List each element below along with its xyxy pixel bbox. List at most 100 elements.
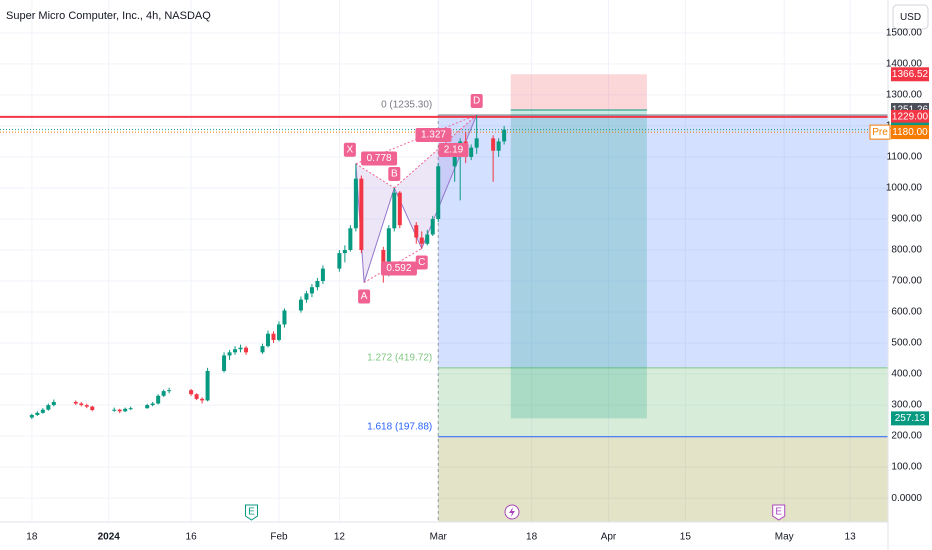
candle-body xyxy=(227,352,232,356)
x-tick-label: 2024 xyxy=(98,532,121,543)
candle-body xyxy=(469,147,474,157)
candle-body xyxy=(205,370,210,401)
ratio-label: 0.778 xyxy=(367,153,392,164)
candle-body xyxy=(244,347,249,353)
price-label: 1366.52 xyxy=(892,69,929,80)
candle-body xyxy=(238,347,243,350)
candle-body xyxy=(73,401,78,404)
y-tick-label: 200.00 xyxy=(891,431,922,442)
fib-zone xyxy=(438,114,888,368)
chart-title: Super Micro Computer, Inc., 4h, NASDAQ xyxy=(6,10,211,22)
candle-body xyxy=(276,324,281,340)
y-tick-label: 400.00 xyxy=(891,369,922,380)
candle-body xyxy=(309,287,314,294)
candle-body xyxy=(233,349,238,353)
x-tick-label: May xyxy=(775,532,794,543)
fib-label: 0 (1235.30) xyxy=(381,100,432,111)
candle-body xyxy=(90,406,95,411)
candle-body xyxy=(150,403,155,406)
candle-body xyxy=(117,409,122,412)
x-tick-label: Apr xyxy=(601,532,617,543)
candle-body xyxy=(320,268,325,282)
y-tick-label: 1000.00 xyxy=(886,183,923,194)
candle-body xyxy=(419,237,424,244)
candle-body xyxy=(348,228,353,250)
candle-body xyxy=(112,409,117,411)
candle-body xyxy=(337,253,342,269)
price-label-box xyxy=(891,411,929,426)
candle-body xyxy=(496,141,501,151)
fib-zone xyxy=(438,367,888,437)
x-tick-label: Feb xyxy=(270,532,288,543)
candle-body xyxy=(436,166,441,219)
price-label: 1229.00 xyxy=(892,112,929,123)
x-tick-label: 18 xyxy=(526,532,538,543)
candle-body xyxy=(123,408,128,412)
y-tick-label: 0.0000 xyxy=(891,493,922,504)
ratio-label: 0.592 xyxy=(386,263,411,274)
earnings-icon[interactable] xyxy=(772,504,786,521)
earnings-label: E xyxy=(248,507,255,518)
pattern-point-box xyxy=(470,93,483,108)
price-label-box xyxy=(891,67,929,82)
pattern-point-label: A xyxy=(361,291,368,302)
candle-body xyxy=(425,234,430,244)
price-label-box xyxy=(891,125,929,140)
earnings-label: E xyxy=(775,507,782,518)
y-tick-label: 700.00 xyxy=(891,276,922,287)
candle-body xyxy=(397,192,402,226)
ratio-box xyxy=(438,142,469,157)
pattern-fill xyxy=(355,163,395,283)
fib-label: 1.272 (419.72) xyxy=(367,353,432,364)
candle-body xyxy=(167,390,172,392)
x-tick-label: 13 xyxy=(845,532,857,543)
pre-tag: Pre xyxy=(872,127,888,138)
candle-body xyxy=(502,129,507,142)
candle-body xyxy=(51,401,56,406)
pattern-point-label: B xyxy=(391,169,398,180)
candle-body xyxy=(315,281,320,288)
pattern-point-box xyxy=(388,166,401,181)
candle-body xyxy=(474,138,479,148)
candle-body xyxy=(392,192,397,229)
y-tick-label: 1300.00 xyxy=(886,90,923,101)
x-tick-label: 12 xyxy=(334,532,346,543)
candle-body xyxy=(265,333,270,347)
candle-body xyxy=(430,218,435,235)
candle-body xyxy=(298,299,303,311)
pattern-point-label: X xyxy=(347,144,354,155)
candle-body xyxy=(260,346,265,353)
ratio-label: 1.327 xyxy=(421,130,446,141)
pattern-point-label: C xyxy=(418,257,425,268)
currency-button[interactable] xyxy=(892,4,929,30)
y-tick-label: 300.00 xyxy=(891,400,922,411)
fib-label: 1.618 (197.88) xyxy=(367,421,432,432)
candle-body xyxy=(128,408,133,410)
ratio-box xyxy=(361,151,398,166)
candle-body xyxy=(194,394,199,399)
ratio-box xyxy=(380,261,417,276)
pre-tag-box xyxy=(869,124,891,140)
earnings-icon[interactable] xyxy=(245,504,259,521)
price-axis xyxy=(888,0,932,550)
y-tick-label: 1400.00 xyxy=(886,59,923,70)
pattern-point-box xyxy=(358,289,371,304)
y-tick-label: 100.00 xyxy=(891,462,922,473)
price-label-box xyxy=(891,109,929,124)
candle-body xyxy=(282,310,287,325)
ratio-box xyxy=(415,127,452,142)
y-tick-label: 600.00 xyxy=(891,307,922,318)
price-label: 257.13 xyxy=(895,413,926,424)
y-tick-label: 800.00 xyxy=(891,245,922,256)
candle-body xyxy=(46,405,51,410)
candle-body xyxy=(35,412,40,415)
pattern-ratio-line xyxy=(355,163,395,189)
pattern-point-box xyxy=(415,255,428,270)
candle-body xyxy=(40,409,45,413)
y-tick-label: 1100.00 xyxy=(887,152,923,163)
price-label: 1180.00 xyxy=(892,127,928,138)
candle-body xyxy=(359,178,364,250)
currency-label: USD xyxy=(900,12,921,23)
